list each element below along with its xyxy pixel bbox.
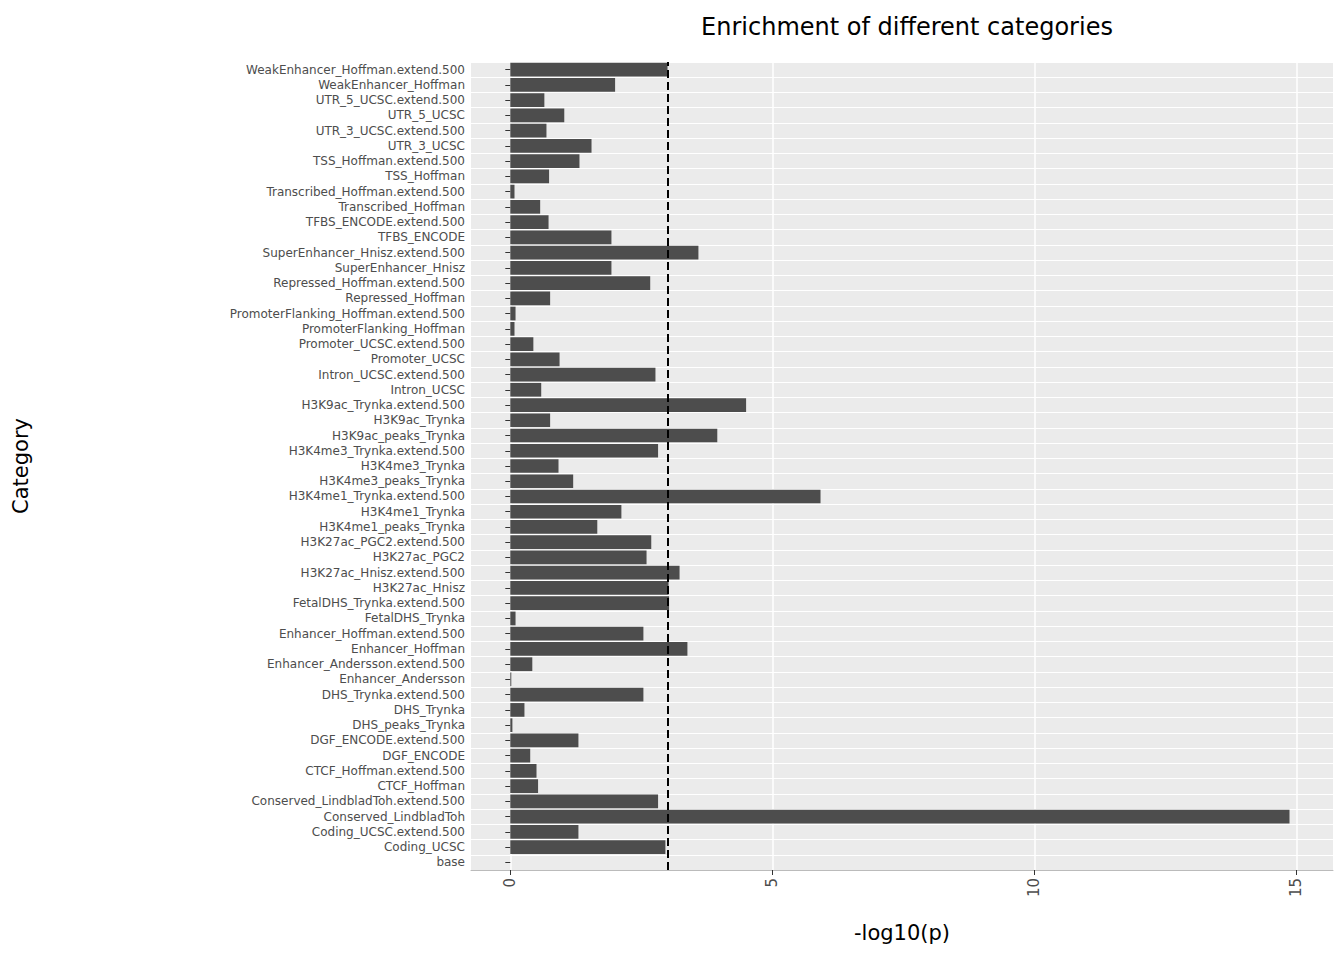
svg-text:FetalDHS_Trynka.extend.500: FetalDHS_Trynka.extend.500 (293, 596, 465, 610)
svg-text:UTR_3_UCSC.extend.500: UTR_3_UCSC.extend.500 (316, 124, 465, 138)
svg-text:UTR_5_UCSC.extend.500: UTR_5_UCSC.extend.500 (316, 93, 465, 107)
svg-text:DGF_ENCODE: DGF_ENCODE (382, 749, 465, 763)
svg-text:Category: Category (9, 418, 33, 514)
svg-text:CTCF_Hoffman.extend.500: CTCF_Hoffman.extend.500 (305, 764, 465, 778)
svg-text:Intron_UCSC: Intron_UCSC (390, 383, 465, 397)
svg-text:Enhancer_Hoffman.extend.500: Enhancer_Hoffman.extend.500 (279, 627, 465, 641)
svg-text:H3K4me3_Trynka.extend.500: H3K4me3_Trynka.extend.500 (289, 444, 465, 458)
svg-text:H3K27ac_PGC2: H3K27ac_PGC2 (373, 550, 465, 564)
svg-text:15: 15 (1287, 878, 1305, 897)
svg-text:H3K9ac_Trynka.extend.500: H3K9ac_Trynka.extend.500 (301, 398, 465, 412)
svg-text:5: 5 (763, 878, 781, 888)
svg-text:DGF_ENCODE.extend.500: DGF_ENCODE.extend.500 (310, 733, 465, 747)
svg-text:H3K9ac_peaks_Trynka: H3K9ac_peaks_Trynka (332, 429, 465, 443)
svg-text:-log10(p): -log10(p) (854, 921, 950, 945)
svg-text:WeakEnhancer_Hoffman: WeakEnhancer_Hoffman (318, 78, 465, 92)
svg-text:TSS_Hoffman.extend.500: TSS_Hoffman.extend.500 (312, 154, 465, 168)
svg-text:TSS_Hoffman: TSS_Hoffman (384, 169, 465, 183)
svg-text:Enrichment of different catego: Enrichment of different categories (701, 13, 1113, 41)
svg-text:PromoterFlanking_Hoffman: PromoterFlanking_Hoffman (302, 322, 465, 336)
svg-text:0: 0 (501, 878, 519, 888)
svg-text:CTCF_Hoffman: CTCF_Hoffman (377, 779, 465, 793)
svg-text:SuperEnhancer_Hnisz.extend.500: SuperEnhancer_Hnisz.extend.500 (263, 246, 465, 260)
svg-text:TFBS_ENCODE.extend.500: TFBS_ENCODE.extend.500 (305, 215, 465, 229)
svg-text:H3K9ac_Trynka: H3K9ac_Trynka (374, 413, 465, 427)
svg-text:Enhancer_Hoffman: Enhancer_Hoffman (351, 642, 465, 656)
svg-text:Promoter_UCSC: Promoter_UCSC (371, 352, 465, 366)
svg-text:TFBS_ENCODE: TFBS_ENCODE (377, 230, 465, 244)
svg-text:PromoterFlanking_Hoffman.exten: PromoterFlanking_Hoffman.extend.500 (230, 307, 465, 321)
svg-text:FetalDHS_Trynka: FetalDHS_Trynka (365, 611, 465, 625)
svg-text:UTR_3_UCSC: UTR_3_UCSC (388, 139, 465, 153)
svg-text:base: base (436, 855, 465, 869)
svg-text:Enhancer_Andersson.extend.500: Enhancer_Andersson.extend.500 (267, 657, 465, 671)
svg-text:DHS_peaks_Trynka: DHS_peaks_Trynka (352, 718, 465, 732)
svg-text:UTR_5_UCSC: UTR_5_UCSC (388, 108, 465, 122)
svg-text:Repressed_Hoffman: Repressed_Hoffman (345, 291, 465, 305)
svg-text:Conserved_LindbladToh.extend.5: Conserved_LindbladToh.extend.500 (251, 794, 465, 808)
svg-text:DHS_Trynka: DHS_Trynka (394, 703, 465, 717)
svg-text:SuperEnhancer_Hnisz: SuperEnhancer_Hnisz (335, 261, 465, 275)
svg-text:H3K27ac_Hnisz: H3K27ac_Hnisz (373, 581, 465, 595)
svg-text:H3K4me1_Trynka: H3K4me1_Trynka (361, 505, 465, 519)
svg-text:H3K4me3_Trynka: H3K4me3_Trynka (361, 459, 465, 473)
svg-text:Repressed_Hoffman.extend.500: Repressed_Hoffman.extend.500 (273, 276, 465, 290)
svg-text:DHS_Trynka.extend.500: DHS_Trynka.extend.500 (322, 688, 465, 702)
svg-text:Coding_UCSC: Coding_UCSC (384, 840, 465, 854)
svg-text:Conserved_LindbladToh: Conserved_LindbladToh (324, 810, 465, 824)
svg-text:H3K27ac_PGC2.extend.500: H3K27ac_PGC2.extend.500 (301, 535, 465, 549)
svg-text:Transcribed_Hoffman.extend.500: Transcribed_Hoffman.extend.500 (265, 185, 465, 199)
svg-text:Enhancer_Andersson: Enhancer_Andersson (339, 672, 465, 686)
svg-text:Coding_UCSC.extend.500: Coding_UCSC.extend.500 (312, 825, 465, 839)
svg-text:H3K4me1_peaks_Trynka: H3K4me1_peaks_Trynka (319, 520, 465, 534)
svg-text:Transcribed_Hoffman: Transcribed_Hoffman (338, 200, 465, 214)
svg-text:H3K4me3_peaks_Trynka: H3K4me3_peaks_Trynka (319, 474, 465, 488)
svg-text:Intron_UCSC.extend.500: Intron_UCSC.extend.500 (318, 368, 465, 382)
svg-text:10: 10 (1025, 878, 1043, 897)
svg-text:H3K27ac_Hnisz.extend.500: H3K27ac_Hnisz.extend.500 (301, 566, 465, 580)
svg-text:Promoter_UCSC.extend.500: Promoter_UCSC.extend.500 (299, 337, 465, 351)
svg-text:WeakEnhancer_Hoffman.extend.50: WeakEnhancer_Hoffman.extend.500 (246, 63, 465, 77)
svg-text:H3K4me1_Trynka.extend.500: H3K4me1_Trynka.extend.500 (289, 489, 465, 503)
